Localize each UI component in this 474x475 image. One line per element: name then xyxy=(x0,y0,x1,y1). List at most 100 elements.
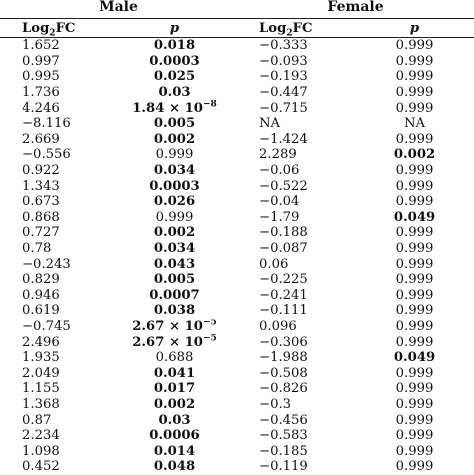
male-log2fc-cell: 0.78 xyxy=(22,241,52,257)
female-log2fc-header: Log2FC xyxy=(237,18,356,38)
female-p-cell: 0.999 xyxy=(395,272,434,288)
table-row: 2.669 0.002 −1.424 0.999 xyxy=(0,132,474,148)
female-p-header: p xyxy=(355,18,474,38)
male-p-cell: 0.017 xyxy=(153,381,196,397)
female-p-cell: 0.999 xyxy=(395,428,434,444)
male-log2fc-cell: −8.116 xyxy=(22,116,71,132)
male-log2fc-cell: 1.155 xyxy=(22,381,60,397)
female-p-cell: 0.999 xyxy=(395,443,434,459)
table-row: 0.87 0.03 −0.456 0.999 xyxy=(0,412,474,428)
female-p-cell: 0.999 xyxy=(395,53,434,69)
male-log2fc-cell: 0.997 xyxy=(22,53,60,69)
male-log2fc-cell: 0.995 xyxy=(22,69,60,85)
male-log2fc-cell: −0.745 xyxy=(22,318,71,334)
female-p-cell: 0.999 xyxy=(395,396,434,412)
table-row: 0.829 0.005 −0.225 0.999 xyxy=(0,272,474,288)
male-p-header: p xyxy=(112,18,238,38)
table-row: −8.116 0.005 NA NA xyxy=(0,116,474,132)
male-p-cell: 0.03 xyxy=(158,85,191,101)
table-row: 0.997 0.0003 −0.093 0.999 xyxy=(0,54,474,70)
female-p-cell: 0.999 xyxy=(395,365,434,381)
female-p-cell: 0.999 xyxy=(395,194,434,210)
female-p-cell: 0.999 xyxy=(395,178,434,194)
table-row: 1.368 0.002 −0.3 0.999 xyxy=(0,397,474,413)
female-log2fc-cell: −0.087 xyxy=(259,241,308,257)
female-p-cell: 0.999 xyxy=(395,241,434,257)
table-row: 0.946 0.0007 −0.241 0.999 xyxy=(0,288,474,304)
male-p-cell: 0.002 xyxy=(153,396,196,412)
female-p-cell: 0.999 xyxy=(395,334,434,350)
female-log2fc-cell: NA xyxy=(259,116,281,132)
female-log2fc-cell: 0.096 xyxy=(259,318,297,334)
male-p-cell: 0.005 xyxy=(153,116,196,132)
male-log2fc-cell: 0.452 xyxy=(22,459,60,475)
male-p-exponent: −5 xyxy=(202,318,217,328)
male-p-cell: 0.026 xyxy=(153,194,196,210)
female-log2fc-cell: −0.119 xyxy=(259,459,308,475)
male-log2fc-cell: 0.673 xyxy=(22,194,60,210)
male-log2fc-cell: 2.669 xyxy=(22,131,60,147)
female-log2fc-cell: −0.185 xyxy=(259,443,308,459)
female-group-header: Female xyxy=(237,0,474,19)
male-log2fc-cell: −0.556 xyxy=(22,147,71,163)
female-log2fc-cell: −1.424 xyxy=(259,131,308,147)
male-p-cell: 0.999 xyxy=(155,147,194,163)
table-row: 2.049 0.041 −0.508 0.999 xyxy=(0,365,474,381)
table-row: −0.745 2.67 × 10−5 0.096 0.999 xyxy=(0,319,474,335)
table-row: 1.652 0.018 −0.333 0.999 xyxy=(0,38,474,54)
table-row: 0.673 0.026 −0.04 0.999 xyxy=(0,194,474,210)
female-p-cell: 0.049 xyxy=(393,350,436,366)
column-header-row: Log2FC p Log2FC p xyxy=(0,18,474,38)
group-header-row: Male Female xyxy=(0,0,474,19)
male-log2fc-cell: 0.829 xyxy=(22,272,60,288)
male-log2fc-cell: −0.243 xyxy=(22,256,71,272)
male-log2fc-cell: 1.652 xyxy=(22,38,60,54)
male-p-cell: 0.03 xyxy=(158,412,191,428)
female-log2fc-cell: −0.111 xyxy=(259,303,308,319)
male-log2fc-cell: 1.098 xyxy=(22,443,60,459)
table-row: 4.246 1.84 × 10−8 −0.715 0.999 xyxy=(0,100,474,116)
female-log2fc-cell: 0.06 xyxy=(259,256,289,272)
female-log2fc-cell: −1.79 xyxy=(259,209,300,225)
male-log2fc-cell: 0.727 xyxy=(22,225,60,241)
table-row: −0.243 0.043 0.06 0.999 xyxy=(0,256,474,272)
female-log2fc-cell: −0.826 xyxy=(259,381,308,397)
male-p-exponent: −5 xyxy=(202,334,217,344)
female-log2fc-cell: −0.06 xyxy=(259,163,300,179)
female-log2fc-cell: −0.093 xyxy=(259,53,308,69)
male-p-mantissa: 1.84 × 10 xyxy=(132,100,203,116)
table-row: 0.619 0.038 −0.111 0.999 xyxy=(0,303,474,319)
female-p-cell: 0.999 xyxy=(395,287,434,303)
male-log2fc-cell: 1.343 xyxy=(22,178,60,194)
male-log2fc-cell: 2.496 xyxy=(22,334,60,350)
table-row: 2.234 0.0006 −0.583 0.999 xyxy=(0,428,474,444)
male-p-cell: 0.041 xyxy=(153,365,196,381)
male-log2fc-header: Log2FC xyxy=(0,18,112,38)
table-row: 0.868 0.999 −1.79 0.049 xyxy=(0,210,474,226)
female-p-cell: 0.049 xyxy=(393,209,436,225)
table-row: 1.098 0.014 −0.185 0.999 xyxy=(0,443,474,459)
table-row: 1.155 0.017 −0.826 0.999 xyxy=(0,381,474,397)
female-p-cell: 0.999 xyxy=(395,163,434,179)
male-p-cell: 1.84 × 10−8 xyxy=(112,100,237,116)
male-p-cell: 0.0003 xyxy=(149,178,200,194)
female-p-cell: 0.002 xyxy=(393,147,436,163)
male-p-cell: 0.034 xyxy=(153,163,196,179)
male-p-cell: 0.999 xyxy=(155,209,194,225)
female-p-cell: 0.999 xyxy=(395,225,434,241)
male-p-cell: 0.038 xyxy=(153,303,196,319)
male-p-cell: 0.0003 xyxy=(149,53,200,69)
female-p-cell: 0.999 xyxy=(395,38,434,54)
female-p-cell: 0.999 xyxy=(395,131,434,147)
male-p-mantissa: 2.67 × 10 xyxy=(132,334,203,350)
male-p-cell: 0.048 xyxy=(153,459,196,475)
female-p-cell: 0.999 xyxy=(395,303,434,319)
male-log2fc-cell: 0.87 xyxy=(22,412,52,428)
male-p-cell: 2.67 × 10−5 xyxy=(112,319,237,335)
female-log2fc-cell: −0.522 xyxy=(259,178,308,194)
female-log2fc-cell: −0.193 xyxy=(259,69,308,85)
male-log2fc-cell: 4.246 xyxy=(22,100,60,116)
male-log2fc-cell: 1.935 xyxy=(22,350,60,366)
female-log2fc-cell: −0.508 xyxy=(259,365,308,381)
table-row: 1.343 0.0003 −0.522 0.999 xyxy=(0,178,474,194)
